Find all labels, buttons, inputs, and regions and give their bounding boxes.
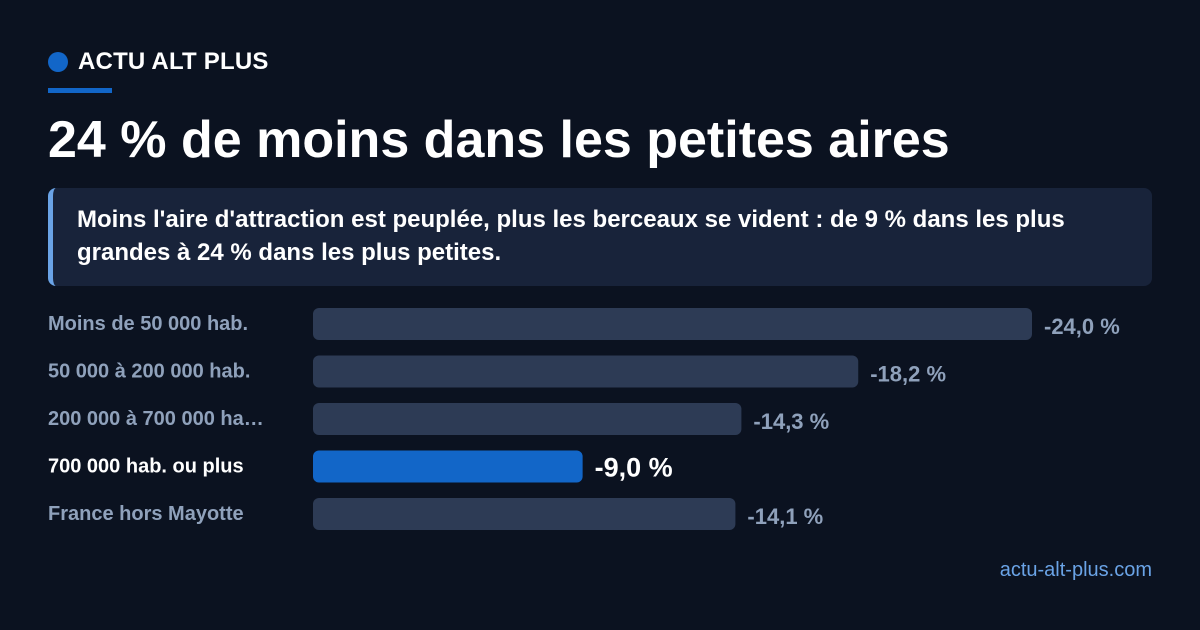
brand-underline bbox=[48, 88, 112, 93]
category-label: France hors Mayotte bbox=[48, 503, 244, 525]
value-label: -14,1 % bbox=[747, 504, 823, 529]
brand-dot-icon bbox=[48, 52, 68, 72]
lede-panel: Moins l'aire d'attraction est peuplée, p… bbox=[48, 188, 1152, 286]
category-label: Moins de 50 000 hab. bbox=[48, 313, 248, 335]
value-label: -9,0 % bbox=[595, 453, 673, 483]
page-title: 24 % de moins dans les petites aires bbox=[48, 111, 950, 169]
category-label: 200 000 à 700 000 ha… bbox=[48, 408, 264, 430]
bar bbox=[313, 498, 736, 530]
brand: ACTU ALT PLUS bbox=[48, 48, 269, 76]
source-link[interactable]: actu-alt-plus.com bbox=[999, 559, 1152, 581]
value-label: -24,0 % bbox=[1044, 314, 1120, 339]
brand-name: ACTU ALT PLUS bbox=[78, 48, 269, 75]
bar bbox=[313, 450, 583, 483]
bar bbox=[313, 308, 1032, 340]
category-label: 50 000 à 200 000 hab. bbox=[48, 361, 250, 383]
value-label: -18,2 % bbox=[870, 362, 946, 387]
category-label: 700 000 hab. ou plus bbox=[48, 456, 244, 478]
value-label: -14,3 % bbox=[753, 409, 829, 434]
bar bbox=[313, 403, 742, 435]
bar bbox=[313, 355, 859, 388]
lede-text: Moins l'aire d'attraction est peuplée, p… bbox=[77, 206, 1065, 266]
